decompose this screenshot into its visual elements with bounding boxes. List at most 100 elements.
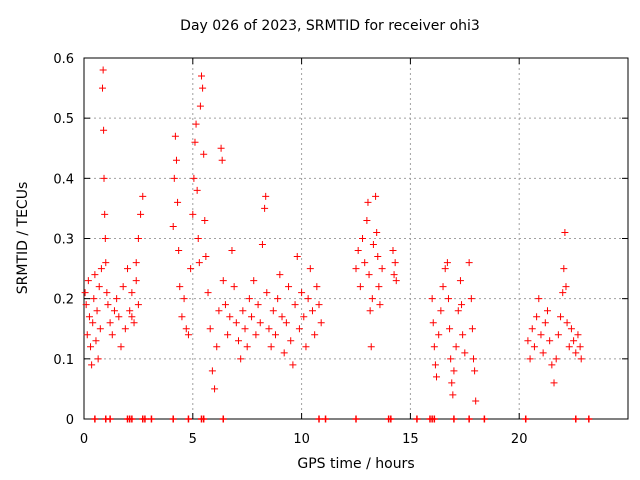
data-point [198,72,206,80]
data-point [359,235,367,242]
data-point [313,283,321,291]
data-point [191,138,199,146]
data-point [95,283,103,291]
data-point [471,367,479,375]
data-point [130,319,138,327]
zero-marker [480,415,488,423]
data-point [139,192,147,200]
data-point [282,319,290,327]
data-point [543,307,551,315]
zero-marker [450,415,458,423]
data-point [174,198,182,206]
data-point [124,265,132,273]
data-point [572,349,580,357]
zero-marker [169,415,177,423]
data-point [263,289,271,297]
data-point [201,216,209,224]
data-point [574,331,582,339]
data-point [132,259,140,267]
data-point [285,283,293,291]
data-point [252,331,260,339]
data-point [287,337,295,345]
data-point [193,186,201,194]
data-point [391,259,399,267]
zero-marker [465,415,473,423]
data-point [137,210,145,218]
data-point [170,174,178,182]
data-point [192,120,200,128]
data-point [368,295,376,303]
data-point [435,331,443,339]
data-point [429,319,437,327]
data-point [461,349,469,357]
x-tick-label: 15 [402,432,419,447]
data-point [100,126,108,134]
data-point [245,295,253,303]
zero-markers [91,415,593,423]
data-point [369,241,377,249]
data-point [175,247,183,255]
data-point [366,307,374,315]
zero-marker [430,415,438,423]
data-point [433,373,441,381]
data-point [84,277,92,285]
data-point [557,313,565,321]
data-point [561,228,569,236]
data-point [92,337,100,345]
data-point [243,343,251,351]
data-point [465,259,473,267]
x-tick-label: 20 [511,432,528,447]
data-point [546,337,554,345]
data-point [378,265,386,273]
data-point [172,156,180,164]
data-point [206,325,214,333]
data-point [541,319,549,327]
data-point [195,259,203,267]
data-point [104,301,112,309]
data-point [94,355,102,363]
zero-marker [147,415,155,423]
x-tick-label: 0 [80,432,88,447]
zero-marker [200,415,208,423]
data-point [467,295,475,303]
data-point [108,331,116,339]
data-point [356,283,364,291]
data-point [265,325,273,333]
y-tick-label: 0.1 [53,353,74,368]
data-point [267,343,275,351]
zero-marker [128,415,136,423]
data-point [524,337,532,345]
data-point [213,343,221,351]
data-point [559,289,567,297]
data-point [87,343,95,351]
data-point [450,367,458,375]
data-point [533,313,541,321]
data-point [367,343,375,351]
y-tick-label: 0.5 [53,112,74,127]
data-point [82,301,90,309]
data-point [444,295,452,303]
x-tick-label: 10 [293,432,310,447]
zero-marker [106,415,114,423]
zero-marker [522,415,530,423]
data-point [204,289,212,297]
data-point [291,301,299,309]
data-point [446,325,454,333]
data-point [176,283,184,291]
data-point [89,319,97,327]
data-point [126,307,134,315]
data-point [304,295,312,303]
grid-lines [84,58,628,419]
data-point [121,325,129,333]
data-point [180,295,188,303]
data-point [115,313,123,321]
data-point [218,156,226,164]
data-point [178,313,186,321]
data-point [354,247,362,255]
data-point [389,247,397,255]
data-point [134,235,142,242]
data-point [93,307,101,315]
data-point [219,277,227,285]
data-point [428,295,436,303]
data-points [81,66,585,405]
